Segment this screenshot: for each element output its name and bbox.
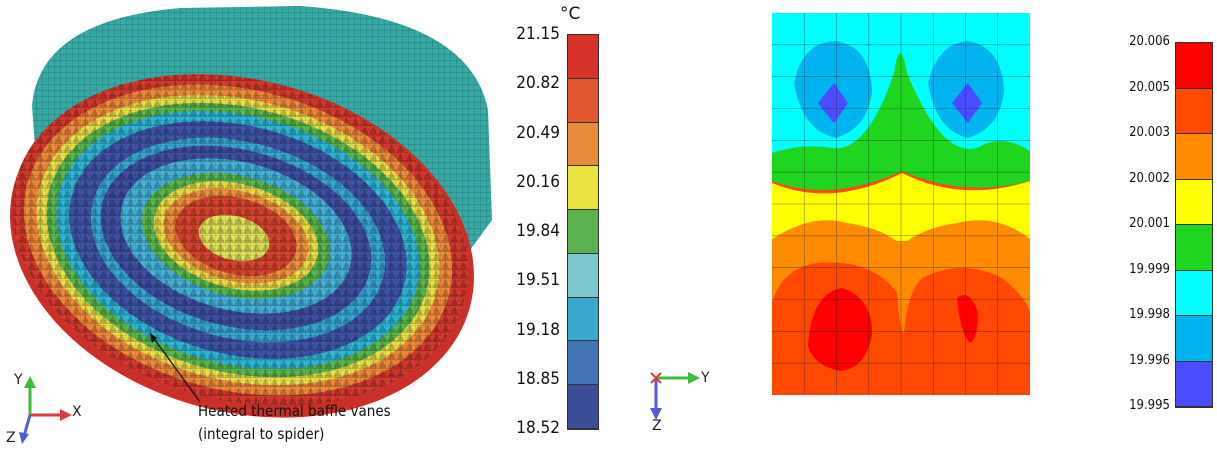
colorbar-tick-label: 19.995 [1129, 398, 1170, 413]
colorbar-segment [1176, 361, 1212, 407]
colorbar-unit: °C [560, 4, 581, 24]
colorbar-segment [1176, 134, 1212, 180]
colorbar-segment [568, 166, 598, 211]
colorbar-tick-label: 19.996 [1129, 352, 1170, 368]
colorbar-segment [568, 297, 598, 342]
axis-label-x-left: X [72, 404, 82, 420]
colorbar-tick-label: 20.003 [1129, 125, 1170, 140]
axis-label-y-left: Y [14, 372, 23, 388]
colorbar-tick-label: 19.84 [516, 221, 560, 241]
baffle-annotation-line2: (integral to spider) [198, 425, 325, 443]
colorbar-segment [568, 210, 598, 254]
colorbar-segment [1176, 179, 1212, 225]
axis-triad-right [650, 372, 700, 420]
baffle-annotation-line1: Heated thermal baffle vanes [198, 402, 391, 420]
colorbar-segment [568, 122, 598, 167]
colorbar-tick-label: 20.49 [516, 122, 560, 143]
colorbar-tick-label: 20.006 [1129, 34, 1170, 49]
colorbar-left [567, 34, 599, 430]
axis-label-y-right: Y [701, 370, 710, 386]
axis-label-z-left: Z [6, 430, 16, 446]
axis-triad-left [19, 376, 72, 444]
colorbar-tick-label: 19.998 [1129, 307, 1170, 322]
colorbar-segment [1176, 270, 1212, 316]
colorbar-segment [1176, 88, 1212, 134]
colorbar-tick-label: 20.16 [516, 171, 560, 192]
colorbar-tick-label: 20.005 [1129, 79, 1170, 95]
colorbar-tick-label: 21.15 [516, 24, 560, 44]
colorbar-segment [1176, 316, 1212, 362]
colorbar-segment [568, 253, 598, 298]
colorbar-tick-label: 20.001 [1129, 216, 1170, 231]
contour-plot [772, 13, 1030, 395]
colorbar-right [1175, 42, 1213, 408]
colorbar-segment [568, 78, 598, 123]
colorbar-tick-label: 19.51 [516, 270, 560, 291]
colorbar-tick-label: 20.002 [1129, 170, 1170, 186]
colorbar-segment [568, 385, 598, 429]
colorbar-tick-label: 18.52 [516, 418, 560, 438]
colorbar-tick-label: 19.18 [516, 319, 560, 340]
colorbar-segment [1176, 225, 1212, 271]
baffle-thermal-model [0, 6, 500, 451]
axis-label-z-right: Z [652, 418, 662, 434]
colorbar-tick-label: 19.999 [1129, 261, 1170, 277]
colorbar-tick-label: 20.82 [516, 73, 560, 94]
colorbar-segment [568, 341, 598, 386]
colorbar-segment [568, 35, 598, 79]
colorbar-segment [1176, 43, 1212, 89]
colorbar-tick-label: 18.85 [516, 368, 560, 389]
